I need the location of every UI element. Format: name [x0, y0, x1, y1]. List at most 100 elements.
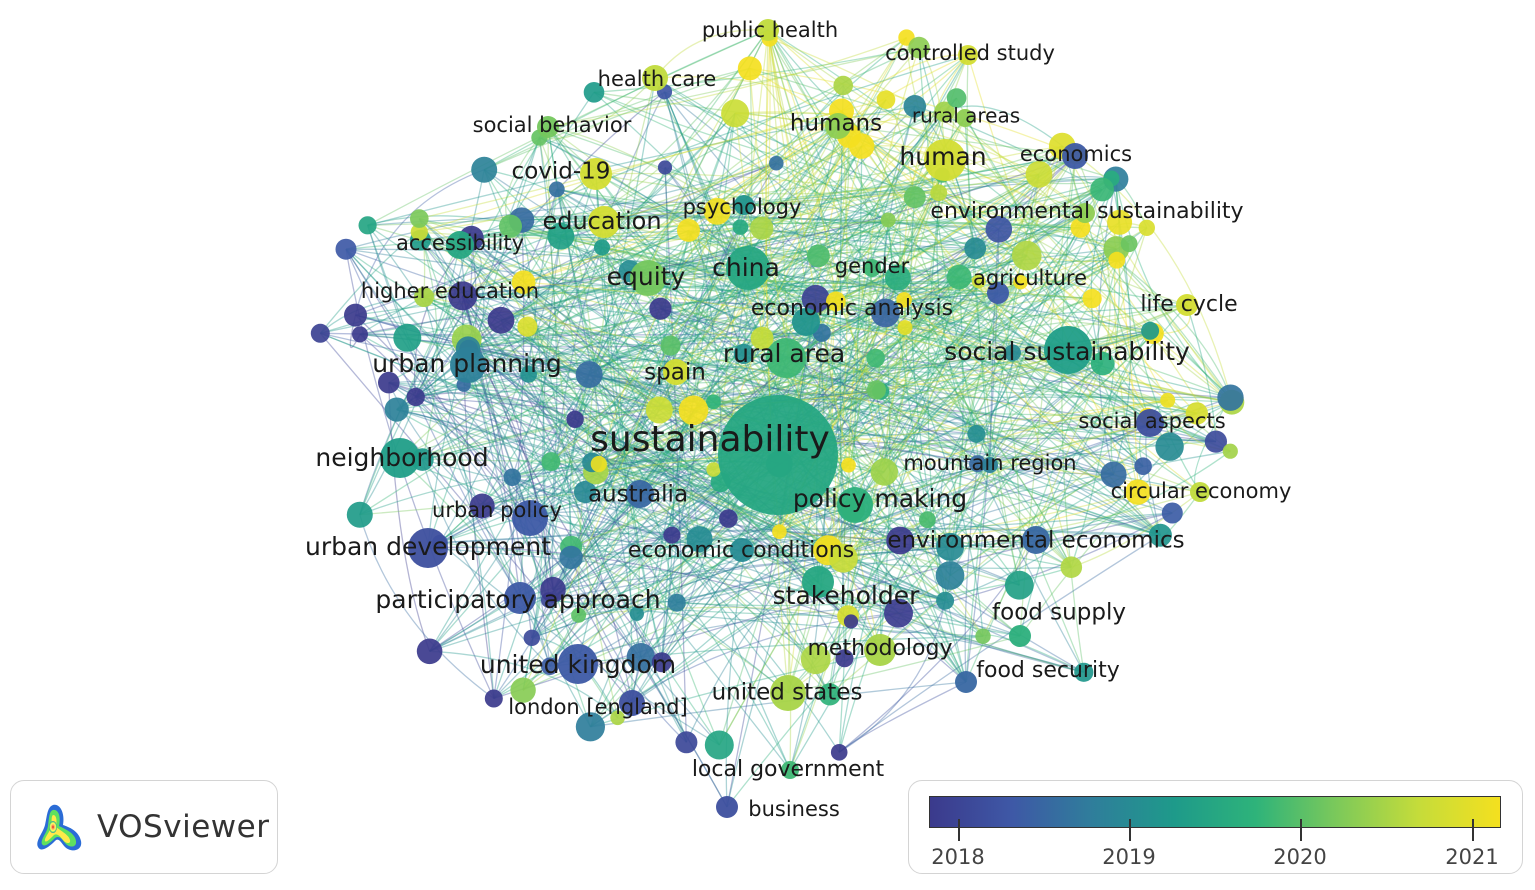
- label-humans[interactable]: humans: [790, 111, 882, 137]
- node-controlled-study[interactable]: [958, 45, 978, 65]
- node-mountain-region[interactable]: [982, 457, 998, 473]
- label-agriculture[interactable]: agriculture: [973, 266, 1087, 290]
- node-methodology[interactable]: [864, 634, 896, 666]
- node-local-government[interactable]: [781, 761, 799, 779]
- node-participatory-approach[interactable]: [504, 582, 536, 614]
- label-health-care[interactable]: health care: [598, 67, 717, 91]
- node-food-security[interactable]: [955, 671, 977, 693]
- node-urban-policy[interactable]: [512, 500, 548, 536]
- node-circular-economy[interactable]: [1190, 482, 1210, 502]
- label-united-states[interactable]: united states: [712, 680, 863, 706]
- label-controlled-study[interactable]: controlled study: [885, 41, 1055, 65]
- label-equity[interactable]: equity: [607, 262, 686, 291]
- label-united-kingdom[interactable]: united kingdom: [480, 650, 676, 679]
- label-china[interactable]: china: [712, 253, 780, 282]
- label-social-sustainability[interactable]: social sustainability: [944, 337, 1190, 366]
- node-business[interactable]: [716, 796, 738, 818]
- node-economics[interactable]: [1062, 143, 1088, 169]
- label-social-behavior[interactable]: social behavior: [473, 113, 632, 137]
- node-economic-analysis[interactable]: [792, 308, 820, 336]
- node-social-behavior[interactable]: [537, 116, 559, 138]
- node-food-supply[interactable]: [1009, 625, 1031, 647]
- label-methodology[interactable]: methodology: [808, 636, 953, 661]
- label-stakeholder[interactable]: stakeholder: [773, 581, 920, 610]
- label-economic-conditions[interactable]: economic conditions: [628, 538, 854, 563]
- node-social-aspects[interactable]: [1136, 409, 1164, 437]
- node-covid-19[interactable]: [580, 158, 612, 190]
- label-accessibility[interactable]: accessibility: [396, 231, 524, 255]
- label-economics[interactable]: economics: [1020, 142, 1132, 166]
- label-environmental-economics[interactable]: environmental economics: [887, 528, 1184, 554]
- node-psychology[interactable]: [734, 195, 754, 215]
- node-equity[interactable]: [630, 260, 666, 296]
- label-rural-area[interactable]: rural area: [723, 339, 845, 368]
- node-accessibility[interactable]: [446, 231, 474, 259]
- node-spain[interactable]: [663, 359, 689, 385]
- minor-keyword-node: [946, 88, 967, 108]
- node-rural-area[interactable]: [766, 338, 806, 378]
- label-participatory-approach[interactable]: participatory approach: [375, 585, 660, 614]
- label-gender[interactable]: gender: [835, 254, 910, 278]
- label-life-cycle[interactable]: life cycle: [1140, 292, 1237, 317]
- label-higher-education[interactable]: higher education: [361, 279, 539, 303]
- label-psychology[interactable]: psychology: [683, 195, 802, 219]
- node-environmental-economics[interactable]: [1022, 526, 1050, 554]
- label-urban-planning[interactable]: urban planning: [372, 349, 562, 378]
- label-food-supply[interactable]: food supply: [992, 600, 1126, 626]
- node-agriculture[interactable]: [987, 282, 1009, 304]
- node-life-cycle[interactable]: [1176, 294, 1198, 316]
- node-neighborhood[interactable]: [380, 438, 420, 478]
- network-edge: [1061, 145, 1233, 403]
- label-mountain-region[interactable]: mountain region: [903, 451, 1076, 475]
- node-human[interactable]: [924, 139, 966, 181]
- node-higher-education[interactable]: [414, 287, 434, 307]
- label-sustainability[interactable]: sustainability: [590, 419, 830, 460]
- minor-keyword-node: [1108, 251, 1126, 269]
- label-social-aspects[interactable]: social aspects: [1078, 409, 1225, 433]
- label-education[interactable]: education: [542, 207, 661, 235]
- node-public-health[interactable]: [757, 19, 779, 41]
- label-human[interactable]: human: [899, 142, 986, 171]
- label-spain[interactable]: spain: [644, 360, 706, 386]
- node-environmental-sustainability[interactable]: [1075, 203, 1095, 223]
- network-edge: [415, 396, 720, 746]
- label-australia[interactable]: australia: [588, 482, 688, 508]
- node-united-kingdom[interactable]: [558, 644, 598, 684]
- label-business[interactable]: business: [748, 797, 840, 821]
- label-london-england[interactable]: london [england]: [508, 695, 687, 719]
- node-sustainability[interactable]: [718, 395, 838, 515]
- node-australia[interactable]: [626, 480, 654, 508]
- label-food-security[interactable]: food security: [976, 658, 1119, 683]
- node-social-sustainability[interactable]: [1044, 326, 1092, 374]
- node-rural-areas[interactable]: [956, 109, 974, 127]
- label-urban-policy[interactable]: urban policy: [432, 498, 562, 522]
- node-humans[interactable]: [825, 113, 851, 139]
- node-health-care[interactable]: [642, 65, 668, 91]
- label-public-health[interactable]: public health: [702, 18, 838, 42]
- label-economic-analysis[interactable]: economic analysis: [751, 296, 953, 321]
- label-circular-economy[interactable]: circular economy: [1111, 479, 1292, 503]
- network-edge: [320, 332, 831, 551]
- node-gender[interactable]: [863, 259, 881, 277]
- label-policy-making[interactable]: policy making: [793, 484, 967, 513]
- network-edge: [569, 271, 631, 547]
- node-china[interactable]: [726, 246, 770, 290]
- label-local-government[interactable]: local government: [692, 757, 885, 782]
- label-neighborhood[interactable]: neighborhood: [315, 443, 488, 472]
- node-education[interactable]: [588, 206, 620, 238]
- minor-keyword-node: [410, 223, 428, 241]
- node-united-states[interactable]: [770, 675, 806, 711]
- node-urban-planning[interactable]: [450, 347, 486, 383]
- node-urban-development[interactable]: [408, 528, 448, 568]
- label-environmental-sustainability[interactable]: environmental sustainability: [930, 199, 1243, 224]
- label-rural-areas[interactable]: rural areas: [912, 104, 1020, 128]
- network-edge: [1110, 332, 1154, 475]
- node-stakeholder[interactable]: [802, 566, 834, 598]
- node-policy-making[interactable]: [837, 487, 873, 523]
- label-urban-development[interactable]: urban development: [305, 532, 551, 561]
- node-london-england[interactable]: [619, 690, 645, 716]
- node-economic-conditions[interactable]: [730, 538, 754, 562]
- label-covid-19[interactable]: covid-19: [512, 159, 611, 185]
- network-edge: [776, 162, 1028, 257]
